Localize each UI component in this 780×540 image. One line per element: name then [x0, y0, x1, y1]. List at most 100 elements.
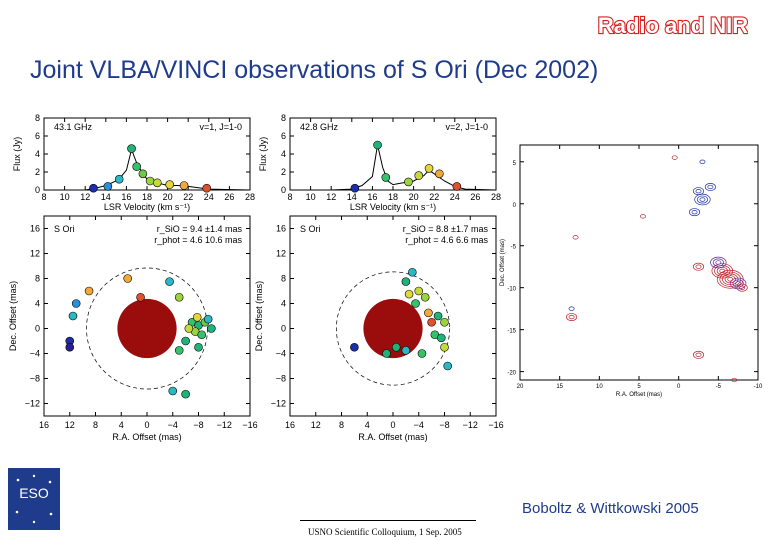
y-tick-label: 8 — [281, 274, 286, 284]
x-tick-label: 0 — [390, 420, 395, 430]
contour-component — [699, 197, 706, 202]
maser-spot — [89, 183, 98, 193]
y-tick-label: 8 — [281, 113, 286, 123]
x-tick-label: 12 — [65, 420, 75, 430]
y-axis-label: Flux (Jy) — [12, 137, 22, 172]
y-axis-label: Flux (Jy) — [258, 137, 268, 172]
maser-spot — [194, 342, 203, 352]
contour-component — [712, 258, 724, 267]
contour-component — [695, 352, 702, 357]
contour-component — [719, 271, 741, 287]
y-axis-label: Dec. Offset (mas) — [8, 281, 18, 351]
x-tick-label: 5 — [637, 384, 641, 390]
x-tick-label: 22 — [429, 192, 439, 202]
maser-spot — [165, 180, 174, 189]
contour-component — [568, 306, 575, 311]
panel-annotation: r_phot = 4.6 10.6 mas — [154, 235, 242, 245]
maser-spot — [184, 324, 194, 333]
badge-text: Radio and NIR — [598, 13, 748, 38]
contour-component — [731, 377, 738, 383]
maser-spot — [192, 312, 202, 322]
x-tick-label: −12 — [217, 420, 232, 430]
x-tick-label: 15 — [556, 384, 563, 390]
contour-component — [696, 195, 709, 204]
y-tick-label: 8 — [35, 113, 40, 123]
maser-spot — [168, 386, 178, 396]
y-tick-label: 6 — [35, 131, 40, 141]
panel-frequency-label: 42.8 GHz — [300, 122, 339, 132]
contour-component — [699, 159, 706, 164]
map-panel-42ghz: 16 12 8 4 0 −4 −8 −12 −16 16 12 8 4 0 −4 −8 −12 R.A. Offs… — [254, 215, 504, 442]
contour-component — [695, 264, 702, 269]
y-tick-label: 2 — [35, 167, 40, 177]
y-tick-label: 12 — [276, 249, 286, 259]
maser-spot — [138, 169, 148, 179]
maser-spot — [414, 171, 424, 180]
maser-spot — [373, 140, 382, 150]
contour-component — [640, 214, 646, 219]
panel-transition-label: v=1, J=1-0 — [199, 122, 242, 132]
x-tick-label: 12 — [80, 192, 90, 202]
x-tick-label: 10 — [306, 192, 316, 202]
contour-component — [732, 279, 744, 288]
x-tick-label: −4 — [168, 420, 178, 430]
maser-spot — [411, 299, 420, 308]
maser-spot — [127, 144, 136, 153]
star-icon — [15, 474, 53, 524]
maser-spot — [174, 346, 184, 355]
y-tick-label: 0 — [35, 185, 40, 195]
y-tick-label: −4 — [276, 349, 286, 359]
y-tick-label: 16 — [276, 224, 286, 234]
y-tick-label: −8 — [30, 374, 40, 384]
x-tick-label: −12 — [463, 420, 478, 430]
y-tick-label: 12 — [30, 249, 40, 259]
panel-annotation: r_phot = 4.6 6.6 mas — [405, 235, 488, 245]
x-axis-label: R.A. Offset (mas) — [616, 392, 662, 398]
footer-divider — [300, 520, 476, 521]
maser-spot — [433, 311, 443, 321]
y-tick-label: 8 — [35, 274, 40, 284]
maser-spot — [153, 178, 162, 188]
panel-annotation: r_SiO = 9.4 ±1.4 mas — [157, 224, 243, 234]
maser-spot — [350, 342, 359, 352]
x-tick-label: -10 — [754, 384, 763, 390]
contour-component — [691, 209, 698, 215]
maser-spot — [203, 314, 213, 324]
maser-spot — [197, 330, 207, 340]
y-tick-label: 0 — [281, 185, 286, 195]
contour-component — [714, 265, 731, 277]
x-axis-label: R.A. Offset (mas) — [112, 432, 181, 442]
contour-component — [694, 193, 711, 206]
x-axis-label: R.A. Offset (mas) — [358, 432, 427, 442]
y-tick-label: 16 — [30, 224, 40, 234]
contour-component — [572, 235, 579, 240]
maser-spot — [65, 342, 75, 352]
maser-spot — [424, 164, 434, 173]
contour-component — [710, 256, 727, 269]
x-tick-label: 24 — [450, 192, 460, 202]
maser-spot — [114, 174, 124, 184]
x-tick-label: 10 — [596, 384, 603, 390]
x-axis-label: LSR Velocity (km s⁻¹) — [350, 202, 436, 212]
contour-component — [566, 313, 578, 322]
x-tick-label: 26 — [224, 192, 234, 202]
y-tick-label: 0 — [281, 324, 286, 334]
x-tick-label: 16 — [285, 420, 295, 430]
y-tick-label: −12 — [271, 399, 286, 409]
contour-component — [704, 183, 716, 191]
y-tick-label: 6 — [281, 131, 286, 141]
maser-spot — [382, 349, 391, 358]
x-tick-label: 8 — [41, 192, 46, 202]
maser-spot — [132, 162, 141, 171]
maser-spot — [174, 292, 184, 302]
x-tick-label: 20 — [517, 384, 524, 390]
y-tick-label: 2 — [281, 167, 286, 177]
contour-component — [568, 314, 575, 320]
contour-component — [692, 187, 705, 196]
x-tick-label: 20 — [163, 192, 173, 202]
maser-spot — [452, 182, 462, 191]
contour-component — [692, 350, 705, 359]
contour-map-panel: 20 15 10 5 0 -5 -10 5 0 -5 -10 -15 -20 R.A. Offset (m… — [500, 144, 763, 398]
x-axis-label: LSR Velocity (km s⁻¹) — [104, 202, 190, 212]
